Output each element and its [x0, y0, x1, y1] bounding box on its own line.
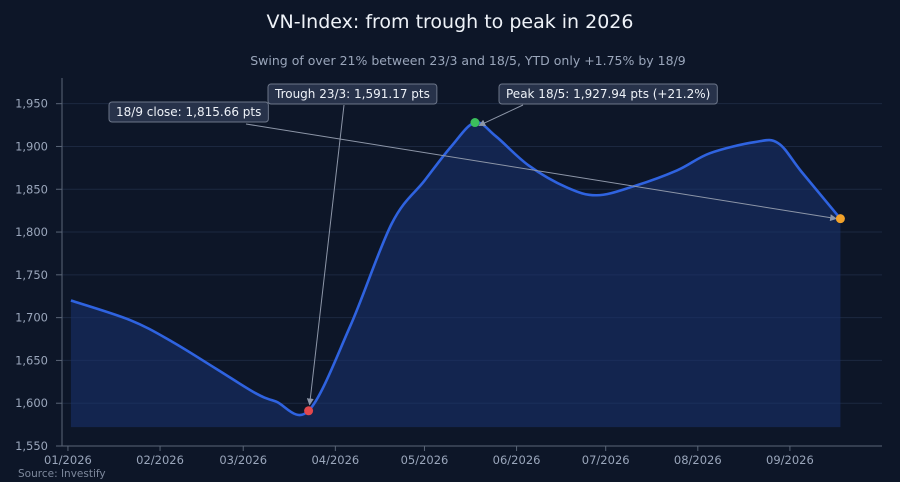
series-line: [70, 121, 842, 417]
close-annotation-box: [108, 101, 269, 123]
x-tick-label: 03/2026: [219, 453, 267, 467]
chart-title: VN-Index: from trough to peak in 2026: [267, 11, 634, 33]
x-tick-label: 04/2026: [311, 453, 359, 467]
peak-annotation-arrow: [478, 104, 524, 127]
x-tick-label: 07/2026: [582, 453, 630, 467]
y-tick-label: 1,550: [15, 439, 48, 453]
peak-annotation-box: [498, 83, 718, 105]
trough-annotation-arrow: [306, 104, 345, 406]
y-tick-label: 1,850: [15, 182, 48, 196]
y-tick-label: 1,600: [15, 396, 48, 410]
peak-annotation-label: Peak 18/5: 1,927.94 pts (+21.2%): [506, 87, 710, 101]
peak-marker: [470, 118, 480, 128]
trough-annotation-label: Trough 23/3: 1,591.17 pts: [274, 87, 430, 101]
y-tick-label: 1,950: [15, 97, 48, 111]
y-tick-label: 1,650: [15, 353, 48, 367]
trough-marker: [304, 406, 314, 416]
x-tick-label: 06/2026: [493, 453, 541, 467]
y-tick-label: 1,900: [15, 139, 48, 153]
y-tick-label: 1,750: [15, 268, 48, 282]
close-marker: [835, 214, 845, 224]
x-tick-label: 09/2026: [766, 453, 814, 467]
trough-annotation-box: [267, 83, 438, 105]
chart-source: Source: Investify: [18, 468, 106, 480]
chart-subtitle: Swing of over 21% between 23/3 and 18/5,…: [250, 53, 686, 68]
x-tick-label: 01/2026: [44, 453, 92, 467]
x-tick-label: 02/2026: [136, 453, 184, 467]
series-area-fill: [70, 122, 841, 428]
close-annotation-arrow: [245, 123, 838, 222]
y-tick-label: 1,700: [15, 311, 48, 325]
x-tick-label: 05/2026: [401, 453, 449, 467]
y-tick-label: 1,800: [15, 225, 48, 239]
close-annotation-label: 18/9 close: 1,815.66 pts: [116, 105, 261, 119]
x-tick-label: 08/2026: [674, 453, 722, 467]
